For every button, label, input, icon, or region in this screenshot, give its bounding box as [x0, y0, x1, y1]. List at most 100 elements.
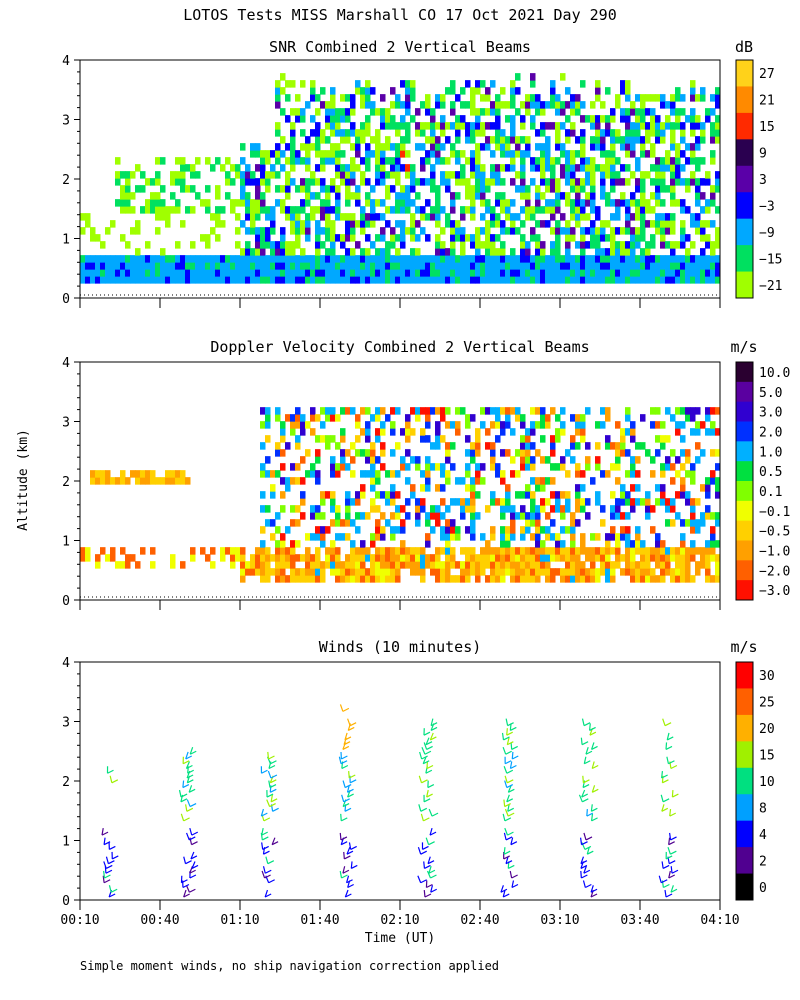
snr-cell — [150, 206, 156, 214]
snr-cell — [510, 101, 516, 109]
doppler-cell — [355, 449, 361, 457]
snr-cell — [685, 276, 691, 284]
wind-barb-flag — [264, 893, 272, 898]
doppler-cell — [265, 421, 271, 429]
snr-cell — [710, 129, 716, 137]
snr-cell — [260, 171, 266, 179]
snr-cell — [580, 115, 586, 123]
snr-cell — [345, 164, 351, 172]
snr-cell — [275, 199, 281, 207]
snr-cell — [415, 206, 421, 214]
snr-cell — [130, 262, 136, 270]
snr-cell — [605, 262, 611, 270]
wind-barb — [580, 856, 585, 864]
doppler-cell — [705, 407, 711, 415]
doppler-cell — [615, 512, 621, 520]
doppler-cell — [620, 442, 626, 450]
snr-cell — [535, 164, 541, 172]
snr-cell — [615, 199, 621, 207]
doppler-cell — [275, 449, 281, 457]
doppler-cell — [570, 442, 576, 450]
doppler-cell — [105, 477, 111, 485]
wind-barb-flag — [181, 879, 188, 884]
snr-cell — [545, 136, 551, 144]
colorbar-label: −0.1 — [759, 505, 790, 520]
doppler-cell — [635, 456, 641, 464]
snr-cell — [620, 164, 626, 172]
wind-barb-flag — [582, 784, 590, 789]
wind-barb — [423, 742, 428, 750]
snr-cell — [640, 178, 646, 186]
doppler-cell — [620, 498, 626, 506]
snr-cell — [670, 276, 676, 284]
doppler-cell — [675, 575, 681, 583]
doppler-cell — [370, 505, 376, 513]
snr-cell — [615, 276, 621, 284]
snr-cell — [395, 234, 401, 242]
doppler-cell — [360, 568, 366, 576]
snr-cell — [625, 164, 631, 172]
doppler-cell — [400, 540, 406, 548]
snr-cell — [485, 178, 491, 186]
doppler-cell — [120, 470, 126, 478]
snr-cell — [570, 185, 576, 193]
snr-cell — [575, 150, 581, 158]
doppler-cell — [180, 470, 186, 478]
doppler-cell — [715, 484, 721, 492]
doppler-cell — [510, 505, 516, 513]
snr-cell — [670, 262, 676, 270]
doppler-cell — [460, 498, 466, 506]
doppler-cell — [570, 575, 576, 583]
doppler-cell — [695, 456, 701, 464]
snr-cell — [420, 178, 426, 186]
snr-cell — [260, 150, 266, 158]
snr-cell — [385, 185, 391, 193]
snr-cell — [605, 220, 611, 228]
doppler-cell — [340, 519, 346, 527]
doppler-cell — [305, 575, 311, 583]
snr-cell — [580, 143, 586, 151]
snr-cell — [425, 276, 431, 284]
snr-cell — [445, 276, 451, 284]
snr-cell — [495, 262, 501, 270]
doppler-cell — [415, 505, 421, 513]
doppler-cell — [85, 554, 91, 562]
snr-cell — [705, 108, 711, 116]
snr-cell — [170, 255, 176, 263]
snr-cell — [700, 206, 706, 214]
snr-cell — [685, 185, 691, 193]
doppler-cell — [360, 491, 366, 499]
doppler-cell — [330, 456, 336, 464]
doppler-cell — [320, 407, 326, 415]
snr-cell — [290, 269, 296, 277]
snr-cell — [485, 94, 491, 102]
doppler-cell — [440, 498, 446, 506]
snr-cell — [335, 129, 341, 137]
snr-cell — [715, 269, 721, 277]
snr-cell — [570, 108, 576, 116]
snr-cell — [410, 234, 416, 242]
doppler-cell — [500, 512, 506, 520]
snr-cell — [475, 143, 481, 151]
snr-cell — [85, 276, 91, 284]
snr-cell — [585, 269, 591, 277]
wind-barb — [180, 813, 185, 822]
doppler-cell — [680, 561, 686, 569]
doppler-cell — [475, 554, 481, 562]
snr-cell — [415, 143, 421, 151]
doppler-cell — [680, 540, 686, 548]
snr-cell — [575, 262, 581, 270]
snr-cell — [325, 136, 331, 144]
snr-cell — [600, 136, 606, 144]
doppler-cell — [605, 442, 611, 450]
doppler-cell — [545, 477, 551, 485]
doppler-cell — [660, 442, 666, 450]
snr-cell — [600, 150, 606, 158]
doppler-cell — [570, 568, 576, 576]
doppler-cell — [95, 470, 101, 478]
snr-cell — [440, 129, 446, 137]
doppler-cell — [695, 442, 701, 450]
snr-cell — [225, 269, 231, 277]
snr-cell — [335, 262, 341, 270]
snr-cell — [620, 269, 626, 277]
